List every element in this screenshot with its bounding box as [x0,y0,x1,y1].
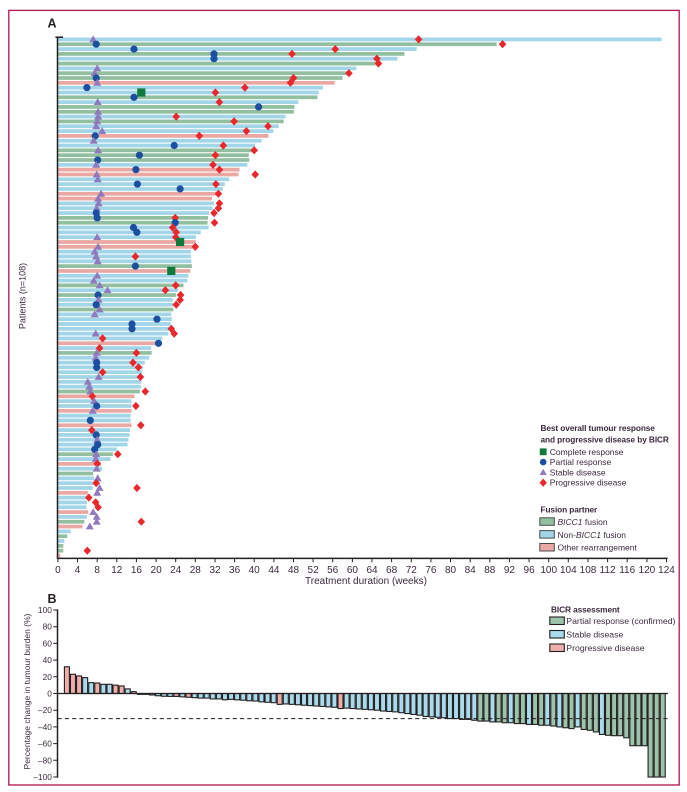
svg-text:Stable disease: Stable disease [550,467,606,477]
svg-text:Patients (n=108): Patients (n=108) [18,263,28,329]
svg-text:92: 92 [504,565,516,576]
svg-text:72: 72 [406,565,418,576]
svg-text:120: 120 [639,565,656,576]
svg-text:40: 40 [43,655,53,665]
svg-text:68: 68 [386,565,398,576]
svg-text:76: 76 [425,565,437,576]
svg-text:Stable disease: Stable disease [566,630,623,640]
svg-text:88: 88 [484,565,496,576]
svg-text:A: A [48,16,57,30]
svg-text:60: 60 [347,565,359,576]
svg-text:12: 12 [111,565,123,576]
svg-text:108: 108 [580,565,597,576]
svg-text:4: 4 [75,565,81,576]
svg-text:Non-BICC1 fusion: Non-BICC1 fusion [558,530,627,540]
svg-text:104: 104 [560,565,577,576]
svg-text:80: 80 [445,565,457,576]
svg-text:Complete response: Complete response [550,447,624,457]
svg-text:Partial response: Partial response [550,457,612,467]
svg-text:60: 60 [43,638,53,648]
svg-text:–40: –40 [38,722,52,732]
svg-text:0: 0 [47,689,52,699]
svg-text:Partial response (confirmed): Partial response (confirmed) [566,616,675,626]
svg-text:124: 124 [658,565,675,576]
svg-text:84: 84 [465,565,477,576]
svg-text:B: B [48,592,57,606]
svg-text:Treatment duration (weeks): Treatment duration (weeks) [305,576,427,587]
svg-text:–100: –100 [33,772,52,782]
svg-text:80: 80 [43,622,53,632]
svg-text:Fusion partner: Fusion partner [541,504,599,514]
svg-text:0: 0 [55,565,61,576]
svg-text:56: 56 [327,565,339,576]
svg-text:28: 28 [190,565,202,576]
svg-text:Best overall tumour response: Best overall tumour response [541,423,656,433]
svg-text:36: 36 [229,565,241,576]
svg-text:20: 20 [151,565,163,576]
svg-text:–60: –60 [38,739,52,749]
svg-text:48: 48 [288,565,300,576]
svg-text:Progressive disease: Progressive disease [566,643,644,653]
svg-text:116: 116 [619,565,635,576]
svg-text:52: 52 [308,565,320,576]
svg-text:20: 20 [43,672,53,682]
svg-text:44: 44 [268,565,280,576]
svg-text:BICC1 fusion: BICC1 fusion [558,517,608,527]
svg-text:96: 96 [524,565,536,576]
svg-text:Other rearrangement: Other rearrangement [558,543,638,553]
svg-text:–20: –20 [38,705,52,715]
svg-text:100: 100 [540,565,557,576]
svg-text:Percentage change in tumour bu: Percentage change in tumour burden (%) [22,613,32,769]
svg-text:and progressive disease by BIC: and progressive disease by BICR [541,435,669,445]
svg-text:24: 24 [170,565,182,576]
svg-text:8: 8 [94,565,100,576]
svg-text:40: 40 [249,565,261,576]
svg-text:BICR assessment: BICR assessment [551,604,620,614]
svg-text:16: 16 [131,565,143,576]
svg-text:Progressive disease: Progressive disease [550,478,627,488]
svg-text:–80: –80 [38,755,52,765]
svg-text:64: 64 [366,565,378,576]
svg-text:112: 112 [600,565,616,576]
svg-text:100: 100 [38,605,52,615]
svg-text:32: 32 [209,565,221,576]
